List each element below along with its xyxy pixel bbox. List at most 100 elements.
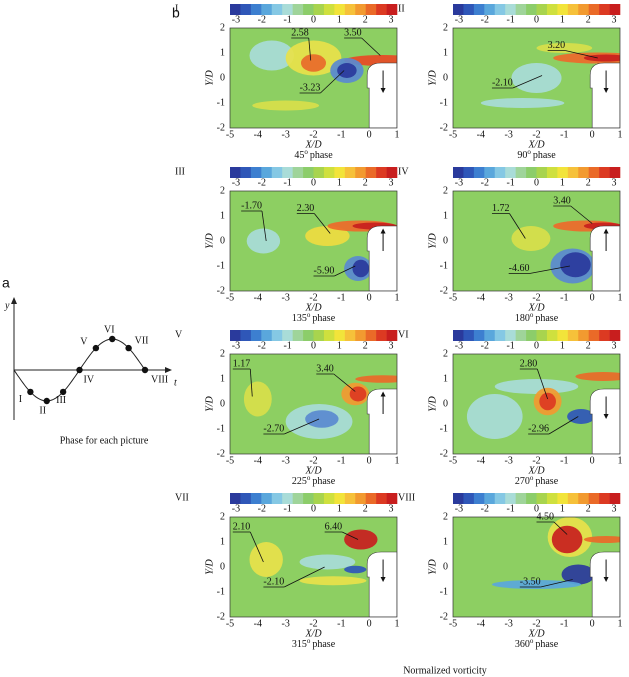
colorbar-segment xyxy=(303,4,314,15)
x-tick-label: -4 xyxy=(477,292,485,303)
annotation-leader xyxy=(548,416,579,435)
annotation: -4.60 xyxy=(509,263,530,274)
colorbar-segment xyxy=(515,493,527,504)
annotation-leader xyxy=(341,531,359,540)
vortex xyxy=(344,529,378,550)
colorbar-segment xyxy=(344,493,356,504)
colorbar-tick: 1 xyxy=(337,503,342,514)
phase-label: V xyxy=(80,336,88,347)
colorbar-segment xyxy=(282,493,293,504)
y-tick-label: 2 xyxy=(220,185,225,196)
colorbar-tick: 1 xyxy=(560,340,565,351)
phase-point xyxy=(27,388,34,396)
colorbar-segment xyxy=(365,4,377,15)
phase-angle: 45 xyxy=(294,150,304,161)
y-tick-label: -1 xyxy=(217,586,225,597)
axis-label: t xyxy=(174,377,177,388)
x-tick-label: -2 xyxy=(309,129,317,140)
x-tick-label: -3 xyxy=(281,129,289,140)
x-tick-label: 0 xyxy=(590,618,595,629)
y-tick-label: 1 xyxy=(443,47,448,58)
colorbar-segment xyxy=(334,493,346,504)
plot-frame xyxy=(229,516,398,618)
colorbar-segment xyxy=(515,330,527,341)
colorbar-segment xyxy=(282,330,293,341)
phase-angle: 360 xyxy=(515,639,530,650)
vorticity-field xyxy=(230,191,397,291)
vortex xyxy=(551,525,583,554)
annotation: 6.40 xyxy=(325,521,343,532)
y-tick-label: 1 xyxy=(220,373,225,384)
colorbar-tick: 2 xyxy=(363,503,368,514)
colorbar-segment xyxy=(463,4,475,15)
phase-label: VIII xyxy=(151,374,168,385)
motion-arrow-head xyxy=(380,88,386,93)
x-tick-label: -4 xyxy=(477,618,485,629)
plot-frame xyxy=(452,190,621,292)
x-tick-label: 0 xyxy=(367,618,372,629)
colorbar-segment xyxy=(261,493,273,504)
phase-point xyxy=(92,344,100,352)
colorbar-segment xyxy=(365,330,377,341)
colorbar-segment xyxy=(484,330,496,341)
y-tick-label: -1 xyxy=(440,97,448,108)
x-tick-label: -2 xyxy=(532,455,540,466)
colorbar-tick: -1 xyxy=(506,503,514,514)
phase-point xyxy=(76,366,83,374)
colorbar-segment xyxy=(505,493,516,504)
colorbar-tick: 3 xyxy=(389,177,394,188)
motion-arrow-head xyxy=(603,577,609,582)
colorbar-segment xyxy=(515,167,527,178)
colorbar-tick: -3 xyxy=(232,14,240,25)
colorbar-segment xyxy=(473,167,485,178)
colorbar-segment xyxy=(546,4,558,15)
vorticity-field xyxy=(453,191,620,291)
body xyxy=(589,225,620,291)
y-tick-label: 2 xyxy=(220,22,225,33)
annotation: 4.50 xyxy=(537,511,555,522)
x-tick-label: 0 xyxy=(367,129,372,140)
colorbar-segment xyxy=(526,493,537,504)
colorbar-tick: -1 xyxy=(506,14,514,25)
colorbar-tick: -2 xyxy=(258,503,266,514)
y-tick-label: 2 xyxy=(443,348,448,359)
phase-label: IV xyxy=(84,374,95,385)
vortex xyxy=(575,372,620,381)
phase-point xyxy=(125,344,132,352)
body xyxy=(589,62,620,128)
colorbar-segment xyxy=(303,330,314,341)
x-tick-label: -2 xyxy=(309,455,317,466)
colorbar-tick: 0 xyxy=(534,503,539,514)
vortex xyxy=(511,226,551,251)
y-tick-label: 2 xyxy=(220,511,225,522)
colorbar-segment xyxy=(588,4,600,15)
colorbar-tick: 0 xyxy=(311,14,316,25)
x-tick-label: -1 xyxy=(337,129,345,140)
colorbar-tick: 1 xyxy=(337,340,342,351)
annotation-leader xyxy=(320,70,345,94)
y-axis-label: Y/D xyxy=(204,69,215,85)
colorbar-segment xyxy=(376,167,387,178)
colorbar-tick: -3 xyxy=(232,340,240,351)
vortex xyxy=(561,564,595,585)
colorbar-segment xyxy=(515,4,527,15)
plot-frame xyxy=(229,190,398,292)
y-axis-label: Y/D xyxy=(204,395,215,411)
y-tick-label: -1 xyxy=(217,97,225,108)
y-tick-label: 1 xyxy=(220,536,225,547)
phase-caption: 315o phase xyxy=(292,637,336,651)
x-tick-label: -2 xyxy=(309,292,317,303)
colorbar-tick: -2 xyxy=(481,14,489,25)
phase-label: I xyxy=(19,394,22,405)
body xyxy=(589,551,620,617)
colorbar-segment xyxy=(386,330,398,341)
x-axis-label: X/D xyxy=(304,139,322,150)
annotation-leader xyxy=(284,418,320,435)
colorbar-tick: 3 xyxy=(612,503,617,514)
annotation: 3.50 xyxy=(344,27,362,38)
x-tick-label: -3 xyxy=(504,618,512,629)
phase-caption: 270o phase xyxy=(515,474,559,488)
x-tick-label: 0 xyxy=(367,455,372,466)
vortex xyxy=(494,379,579,394)
colorbar-tick: 2 xyxy=(586,14,591,25)
